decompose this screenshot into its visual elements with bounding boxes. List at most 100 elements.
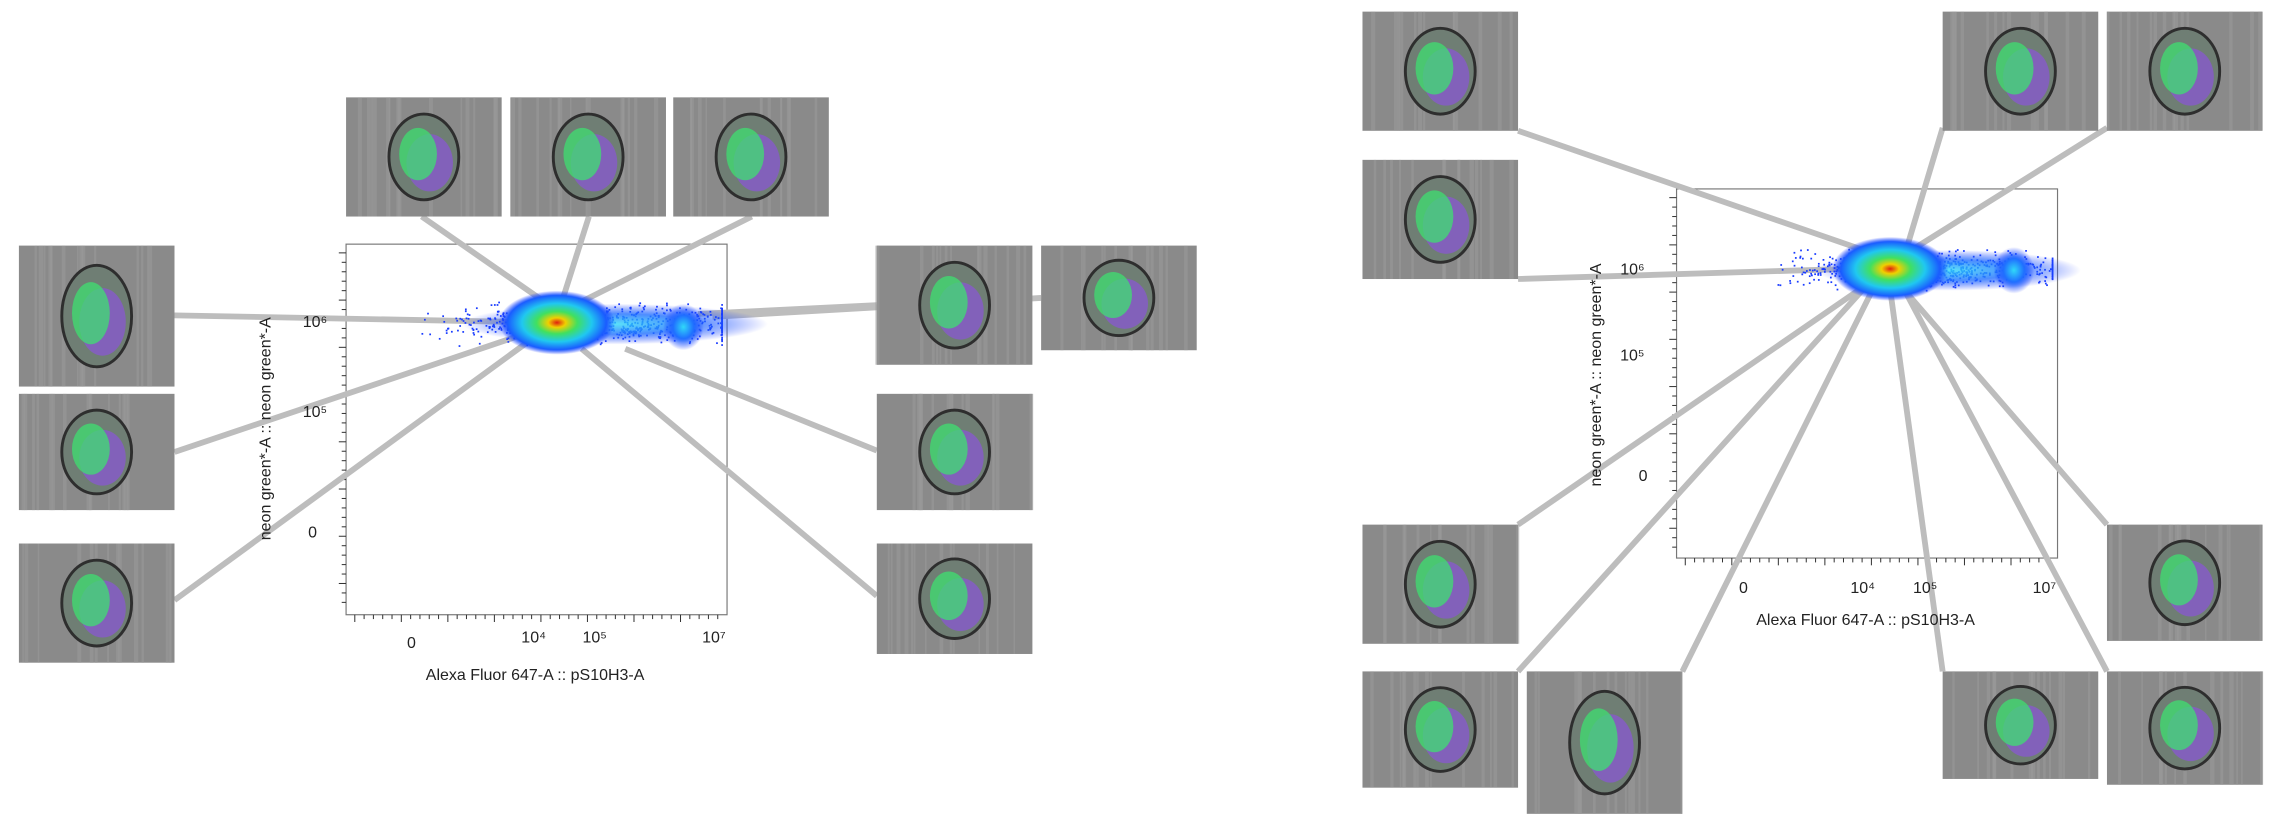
density-dot [459,325,462,327]
cell-nucleus [1415,190,1454,243]
density-dot [1817,262,1820,265]
density-dot [455,317,458,320]
density-dot [429,333,432,336]
y-tick-label: 10⁵ [1620,347,1644,364]
density-dot [1796,280,1799,283]
density-dot [721,338,723,341]
density-dot [447,327,449,330]
cell-nucleus [71,423,110,475]
density-dot [1802,283,1805,286]
density-dot [1779,284,1782,287]
density-dot [1792,275,1795,277]
density-dot [466,313,469,316]
cell-nucleus [1579,708,1618,772]
density-dot [438,337,441,340]
density-dot [1830,281,1833,284]
density-dot [445,329,448,332]
density-dot [2046,284,2048,287]
density-dot [493,304,496,306]
cell-nucleus [2160,42,2198,95]
connector-line [1515,281,1871,674]
density-cluster [663,303,704,351]
density-dot [721,340,723,343]
density-dot [1811,274,1813,277]
density-dot [1804,271,1807,274]
connector-line [1903,125,2109,257]
x-tick-label: 10⁷ [702,629,726,646]
density-dot [1794,257,1797,259]
density-dot [478,342,481,345]
x-axis-label: Alexa Fluor 647-A :: pS10H3-A [426,667,645,684]
density-dot [461,318,463,321]
x-tick-label: 10⁴ [521,629,546,646]
cell-nucleus [1995,698,2034,746]
y-axis-label: neon green*-A :: neon green*-A [1588,263,1605,486]
density-dot [465,317,468,320]
cell-nucleus [71,573,110,627]
density-dot [716,342,718,345]
cell-nucleus [71,282,110,345]
density-dot [468,314,471,316]
density-dot [443,320,446,323]
x-tick-label: 10⁷ [2033,580,2057,597]
y-tick-label: 0 [1639,468,1648,485]
density-dot [427,312,429,315]
y-tick-label: 10⁶ [1620,262,1644,279]
density-dot [1811,269,1814,272]
cell-nucleus [1094,271,1133,319]
density-dot [1813,269,1816,271]
density-dot [1805,270,1808,272]
x-axis-label: Alexa Fluor 647-A :: pS10H3-A [1756,612,1975,629]
density-dot [720,307,722,310]
density-dot [1799,256,1802,259]
density-cluster [1993,247,2035,294]
density-dot [421,332,424,335]
cell-nucleus [1415,701,1454,753]
connector-line [1902,289,2110,673]
connector-line [1516,280,1871,528]
y-tick-label: 0 [308,525,317,542]
density-dot [1834,284,1837,287]
density-dot [639,302,642,305]
density-dot [666,302,668,305]
density-dot [1801,273,1804,276]
connector-line [1679,282,1879,673]
density-dot [1802,271,1805,274]
density-dot [1801,257,1804,260]
connector-line [1517,265,1850,282]
density-dot [1813,278,1815,281]
density-dot [1800,266,1803,269]
cell-nucleus [399,127,437,181]
density-dot [1808,282,1811,285]
cell-nucleus [929,423,968,475]
density-dot [1793,251,1796,254]
density-dot [1777,284,1780,286]
density-dot [490,304,493,307]
density-dot [1814,253,1817,255]
cell-nucleus [726,127,765,181]
connector-line [624,346,878,454]
cell-nucleus [929,276,968,329]
density-dot [2025,249,2027,252]
density-dot [1800,249,1802,252]
density-dot [464,310,467,313]
density-dot [458,345,461,347]
density-core [498,290,616,355]
cell-nucleus [563,127,602,181]
y-tick-label: 10⁶ [303,314,327,331]
y-tick-label: 10⁵ [303,404,327,421]
density-dot [1780,264,1783,266]
density-dot [1793,264,1796,267]
density-dot [1789,282,1792,285]
cell-nucleus [929,571,968,621]
x-tick-label: 10⁵ [1913,580,1937,597]
density-dot [721,344,723,346]
density-dot [687,303,690,306]
x-tick-label: 10⁴ [1850,580,1875,597]
density-dot [1799,255,1802,258]
density-dot [1789,280,1791,282]
y-axis-label: neon green*-A :: neon green*-A [257,317,274,540]
density-dot [1827,281,1829,284]
